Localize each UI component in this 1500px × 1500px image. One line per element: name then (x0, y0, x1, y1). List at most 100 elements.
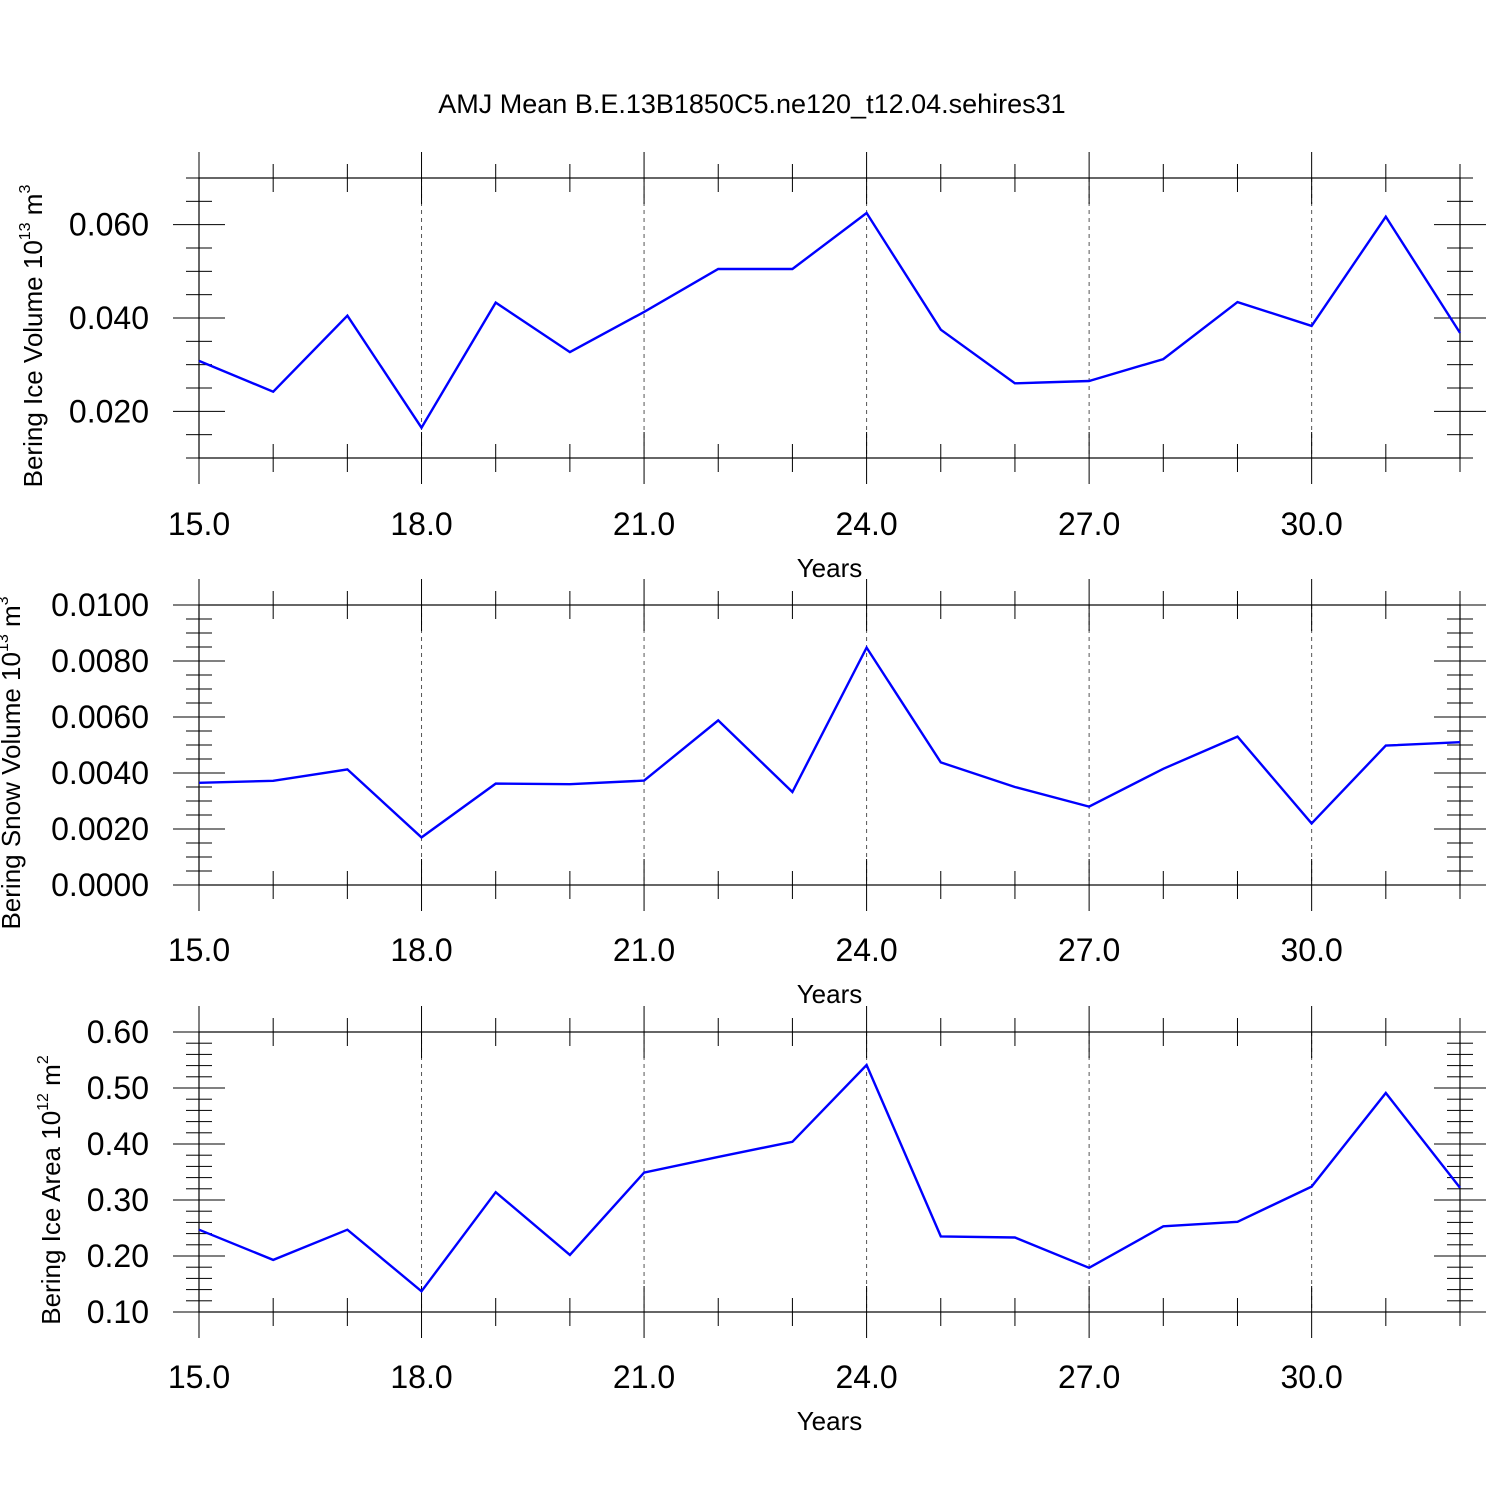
data-point (791, 268, 793, 270)
data-point (643, 779, 645, 781)
data-point (1310, 325, 1312, 327)
data-point (198, 782, 200, 784)
data-point (1459, 1186, 1461, 1188)
data-point (940, 328, 942, 330)
y-tick-label: 0.040 (69, 300, 149, 336)
panel-ice-volume: 15.0 18.0 21.0 24.0 27.0 30.0 0.020 0.040 0.060 Y… (17, 152, 1486, 583)
y-tick-label: 0.10 (87, 1294, 149, 1330)
data-point (346, 1228, 348, 1230)
data-point (1162, 768, 1164, 770)
data-point (1459, 332, 1461, 334)
data-point (1236, 1221, 1238, 1223)
panel-ice-area: 15.0 18.0 21.0 24.0 27.0 30.0 0.10 0.20 0.30 0.40… (35, 1006, 1486, 1436)
y-axis-label-text: Bering Snow Volume 10 (0, 652, 26, 930)
data-point (717, 268, 719, 270)
data-point (1088, 805, 1090, 807)
data-point (346, 314, 348, 316)
x-tick-label: 15.0 (168, 1359, 230, 1395)
data-point (495, 1191, 497, 1193)
x-tick-label: 21.0 (613, 506, 675, 542)
y-tick-label: 0.0020 (51, 811, 149, 847)
x-tick-label: 24.0 (835, 932, 897, 968)
x-tick-label: 21.0 (613, 932, 675, 968)
data-point (420, 426, 422, 428)
data-point (495, 782, 497, 784)
y-tick-label: 0.0080 (51, 643, 149, 679)
x-tick-label: 21.0 (613, 1359, 675, 1395)
data-point (346, 768, 348, 770)
x-tick-label: 30.0 (1281, 1359, 1343, 1395)
y-tick-label: 0.020 (69, 393, 149, 429)
data-point (1162, 1225, 1164, 1227)
data-point (1088, 1267, 1090, 1269)
x-axis-label: Years (797, 1406, 863, 1436)
data-point (420, 836, 422, 838)
y-axis-label-superscript: 13 (17, 222, 34, 240)
x-tick-label: 27.0 (1058, 1359, 1120, 1395)
data-point (865, 1064, 867, 1066)
data-point (791, 791, 793, 793)
y-axis-label-superscript: 2 (35, 1055, 52, 1064)
x-tick-label: 27.0 (1058, 506, 1120, 542)
series-line (198, 645, 1461, 839)
x-tick-label: 24.0 (835, 506, 897, 542)
figure-title: AMJ Mean B.E.13B1850C5.ne120_t12.04.sehi… (438, 89, 1065, 119)
data-point (717, 719, 719, 721)
data-point (1385, 216, 1387, 218)
plot-frame (198, 604, 1461, 886)
y-tick-label: 0.60 (87, 1014, 149, 1050)
data-point (643, 311, 645, 313)
data-point (1385, 1092, 1387, 1094)
data-point (1014, 382, 1016, 384)
data-point (1162, 358, 1164, 360)
y-axis-label-text: m (18, 194, 48, 223)
y-axis-label-superscript: 12 (35, 1093, 52, 1111)
y-axis-label-text: Bering Ice Volume 10 (18, 240, 48, 487)
x-tick-label: 18.0 (390, 932, 452, 968)
y-tick-label: 0.50 (87, 1070, 149, 1106)
x-tick-label: 15.0 (168, 506, 230, 542)
data-point (1014, 786, 1016, 788)
x-tick-label: 30.0 (1281, 932, 1343, 968)
y-tick-label: 0.0000 (51, 867, 149, 903)
data-point (198, 1228, 200, 1230)
data-point (717, 1156, 719, 1158)
data-point (940, 761, 942, 763)
x-axis-label: Years (797, 553, 863, 583)
x-tick-label: 27.0 (1058, 932, 1120, 968)
x-tick-label: 18.0 (390, 1359, 452, 1395)
data-point (1236, 301, 1238, 303)
series-line (198, 1062, 1461, 1294)
y-axis-label-text: m (36, 1064, 66, 1093)
data-point (569, 783, 571, 785)
y-axis-label-text: Bering Ice Area 10 (36, 1111, 66, 1325)
data-point (940, 1235, 942, 1237)
y-tick-label: 0.20 (87, 1238, 149, 1274)
data-point (1310, 822, 1312, 824)
data-point (1310, 1185, 1312, 1187)
x-tick-label: 24.0 (835, 1359, 897, 1395)
y-axis-label-superscript: 3 (17, 185, 34, 194)
data-point (272, 780, 274, 782)
y-tick-label: 0.0040 (51, 755, 149, 791)
data-point (1385, 744, 1387, 746)
data-point (420, 1290, 422, 1292)
data-point (569, 1254, 571, 1256)
data-point (865, 646, 867, 648)
data-point (1088, 380, 1090, 382)
y-tick-label: 0.30 (87, 1182, 149, 1218)
data-point (1014, 1236, 1016, 1238)
y-tick-label: 0.060 (69, 207, 149, 243)
data-point (272, 391, 274, 393)
data-point (569, 351, 571, 353)
panel-snow-volume: 15.0 18.0 21.0 24.0 27.0 30.0 0.0000 0.0020 0.00… (0, 579, 1486, 1009)
plot-frame (198, 1031, 1461, 1313)
data-point (643, 1171, 645, 1173)
y-axis-label: Bering Ice Volume 1013 m3 (17, 185, 48, 488)
x-axis-label: Years (797, 979, 863, 1009)
x-tick-label: 18.0 (390, 506, 452, 542)
data-point (791, 1141, 793, 1143)
y-tick-label: 0.0060 (51, 699, 149, 735)
data-point (1236, 735, 1238, 737)
